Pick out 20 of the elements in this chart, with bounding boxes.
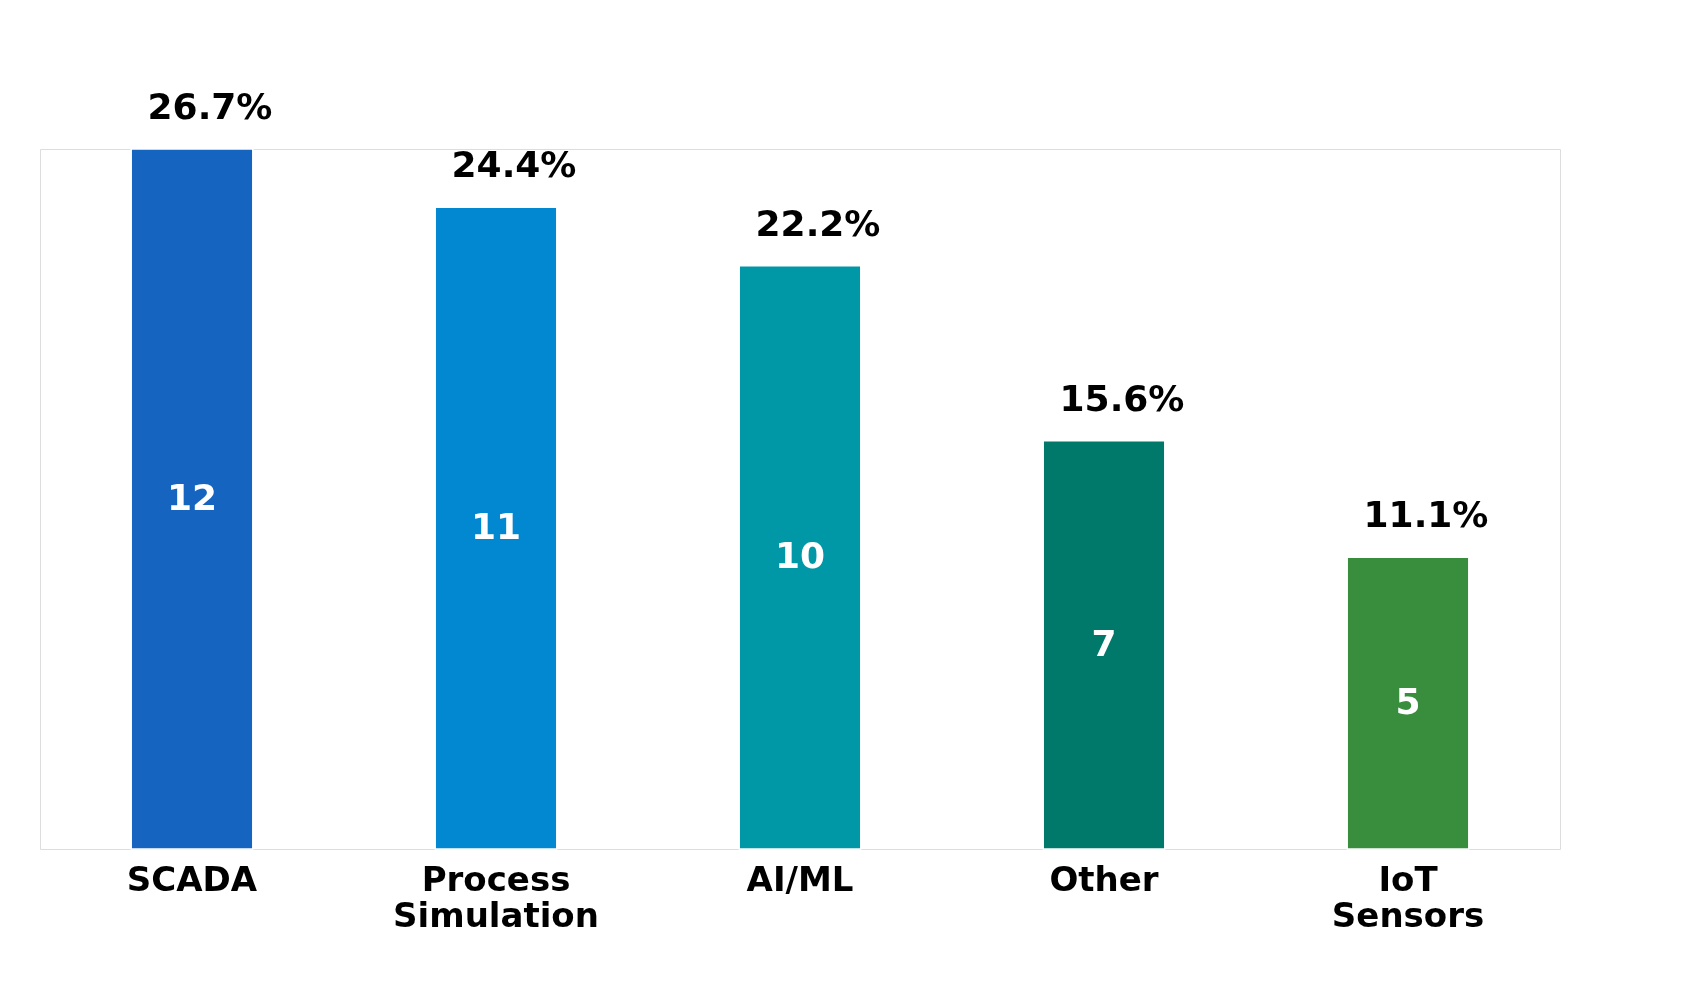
annotation: 26.7% xyxy=(147,86,273,127)
x-tick-label: Process Simulation xyxy=(393,858,599,935)
data-label: 11 xyxy=(470,506,522,548)
bar xyxy=(434,206,558,850)
x-tick-label: Other xyxy=(1049,858,1159,899)
annotation: 11.1% xyxy=(1363,494,1489,536)
annotation: 15.6% xyxy=(1059,377,1185,419)
bar xyxy=(1042,439,1166,850)
data-label: 5 xyxy=(1395,681,1421,723)
bar xyxy=(738,264,862,850)
bar xyxy=(1346,556,1470,850)
annotation: 24.4% xyxy=(451,144,577,186)
data-label: 7 xyxy=(1091,622,1117,664)
data-label: 10 xyxy=(774,535,826,577)
annotation: 22.2% xyxy=(755,202,881,244)
x-tick-label: IoT Sensors xyxy=(1331,858,1485,935)
x-tick-label: AI/ML xyxy=(746,858,854,899)
data-label: 12 xyxy=(166,477,218,518)
bar xyxy=(130,148,254,850)
x-tick-label: SCADA xyxy=(126,858,258,899)
